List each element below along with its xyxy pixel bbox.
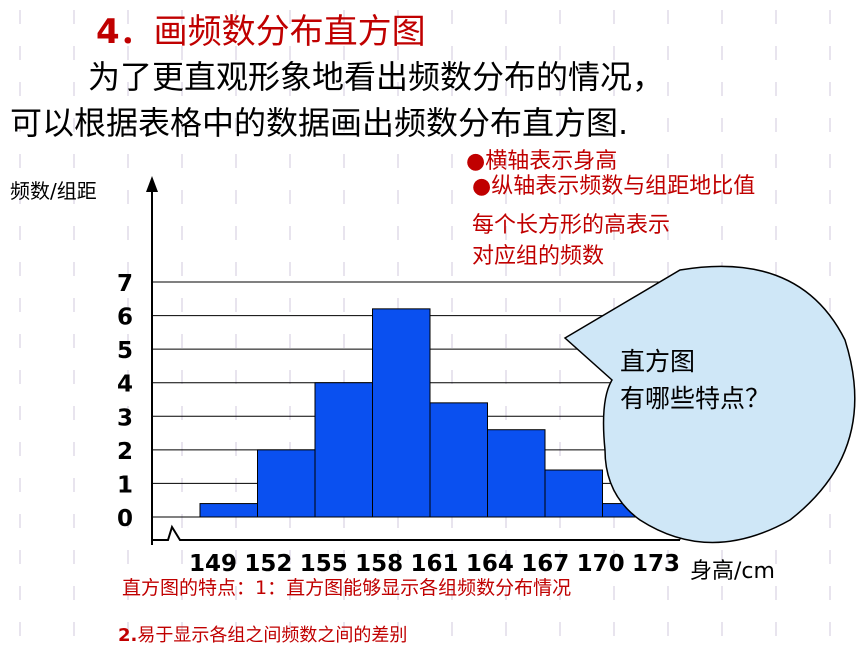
y-tick-label: 3 [117, 405, 133, 431]
histogram-feature-2: 2.易于显示各组之间频数之间的差别 [118, 625, 408, 646]
y-tick-label: 6 [117, 305, 133, 331]
bullet-y-axis: ●纵轴表示频数与组距地比值 [472, 174, 756, 199]
x-tick-label: 164 [466, 551, 514, 577]
callout-question: 直方图 有哪些特点？ [620, 347, 771, 413]
x-tick-label: 149 [189, 551, 237, 577]
histogram-bar [257, 449, 316, 518]
y-tick-label: 7 [117, 271, 133, 297]
histogram-bar [199, 503, 258, 518]
histogram-bar [487, 429, 546, 518]
x-tick-label: 155 [300, 551, 348, 577]
x-tick-label: 167 [521, 551, 569, 577]
histogram-bar [429, 402, 488, 518]
x-tick-label: 161 [410, 551, 458, 577]
page-title: 4．画频数分布直方图 [96, 12, 426, 52]
y-axis-arrow [146, 176, 158, 192]
x-tick-label: 158 [355, 551, 403, 577]
x-axis-label: 身高/cm [690, 559, 775, 584]
y-tick-label: 0 [117, 506, 133, 532]
histogram-bar [314, 382, 373, 518]
intro-paragraph: 为了更直观形象地看出频数分布的情况， 可以根据表格中的数据画出频数分布直方图. [10, 58, 665, 142]
y-tick-label: 1 [117, 472, 133, 498]
histogram-feature-1: 直方图的特点：1：直方图能够显示各组频数分布情况 [122, 577, 572, 599]
y-tick-label: 4 [117, 372, 133, 398]
x-tick-label: 173 [632, 551, 680, 577]
x-tick-label: 170 [577, 551, 625, 577]
y-tick-label: 2 [117, 439, 133, 465]
y-axis-label: 频数/组距 [10, 179, 97, 203]
y-tick-label: 5 [117, 338, 133, 364]
x-axis-line [152, 524, 680, 541]
histogram-bar [544, 469, 603, 518]
bullet-x-axis: ●横轴表示身高 [466, 149, 618, 174]
bar-height-note: 每个长方形的高表示 对应组的频数 [472, 213, 671, 269]
callout-bubble [563, 265, 856, 544]
x-tick-label: 152 [244, 551, 292, 577]
histogram-bar [372, 308, 431, 518]
